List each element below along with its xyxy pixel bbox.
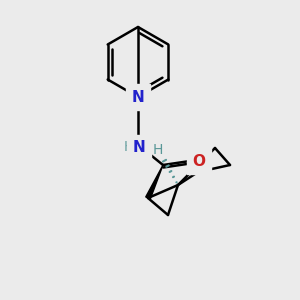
Text: O: O [193,154,206,169]
Text: H: H [124,140,134,154]
Text: N: N [132,89,144,104]
Polygon shape [146,165,163,199]
Text: N: N [133,140,146,155]
Text: H: H [153,143,163,157]
